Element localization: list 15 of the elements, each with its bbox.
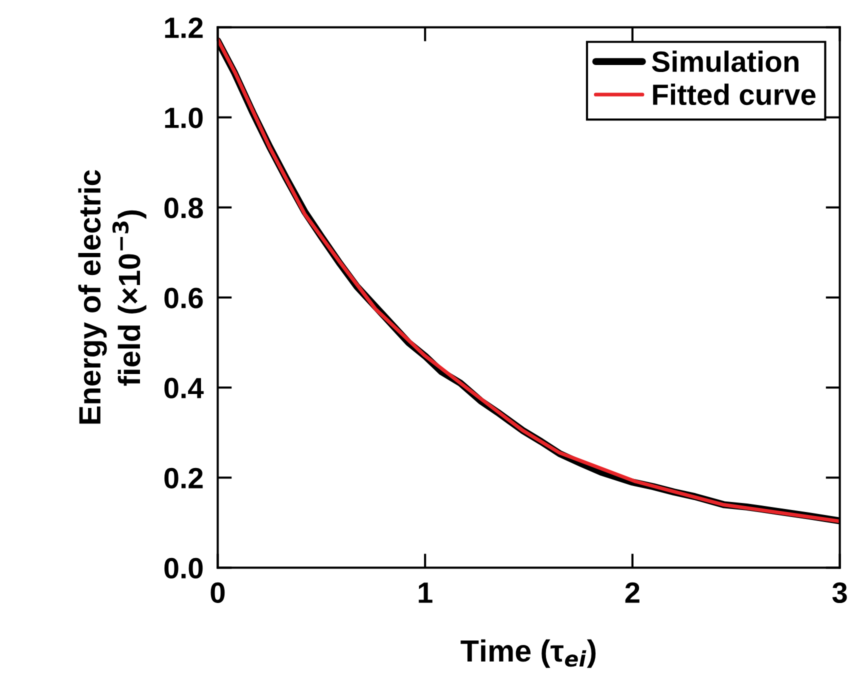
- x-tick-label: 1: [418, 582, 432, 603]
- x-tick-label: 3: [832, 582, 847, 604]
- legend-label: Fitted curve: [653, 84, 816, 106]
- y-tick-label: 1.0: [165, 108, 203, 128]
- x-tick-label: 0: [210, 582, 225, 604]
- x-tick-label: 2: [625, 582, 640, 603]
- y-tick-label: 0.6: [164, 288, 203, 308]
- y-tick-label: 0.4: [164, 378, 204, 398]
- y-axis-title: Energy of electric field (×10$^{−3}$): [78, 170, 146, 424]
- y-tick-label: 0.2: [164, 468, 203, 488]
- y-tick-label: 0.0: [164, 558, 203, 579]
- y-tick-label: 0.8: [164, 198, 203, 218]
- x-axis-title: Time (τ$_{ei}$): [460, 639, 596, 668]
- y-tick-label: 1.2: [165, 18, 203, 38]
- legend-label: Simulation: [652, 50, 798, 72]
